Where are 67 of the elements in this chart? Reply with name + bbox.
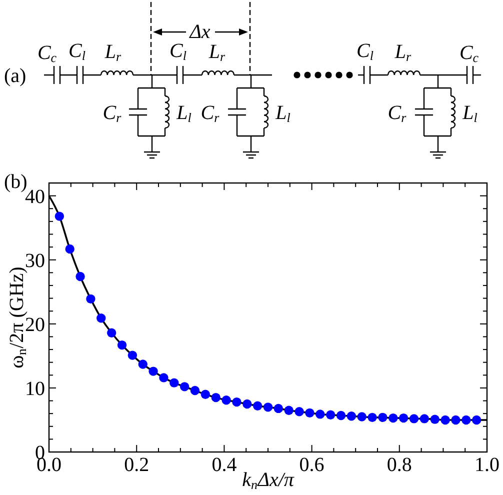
text: L$_{r}$ bbox=[394, 41, 412, 64]
point bbox=[148, 366, 158, 376]
text: L$_{l}$ bbox=[274, 102, 291, 125]
point bbox=[159, 373, 168, 382]
point bbox=[222, 396, 231, 405]
point bbox=[232, 397, 242, 407]
point bbox=[263, 402, 273, 412]
point bbox=[138, 360, 148, 369]
point bbox=[170, 378, 179, 388]
point bbox=[357, 412, 366, 422]
point bbox=[316, 410, 325, 419]
text: C$_{l}$ bbox=[170, 40, 187, 63]
point bbox=[117, 340, 127, 350]
x-tick-label: 0.2 bbox=[124, 454, 150, 476]
point bbox=[54, 212, 64, 221]
text: L$_{r}$ bbox=[208, 41, 226, 64]
point bbox=[420, 414, 430, 424]
text: C$_{l}$ bbox=[68, 40, 86, 63]
point bbox=[242, 399, 252, 409]
point bbox=[65, 244, 74, 254]
text: C$_{c}$ bbox=[459, 42, 479, 65]
text: (b) bbox=[4, 171, 28, 193]
point bbox=[451, 415, 460, 425]
point bbox=[430, 414, 440, 424]
x-tick-label: 1.0 bbox=[474, 454, 500, 476]
point bbox=[472, 415, 482, 425]
point bbox=[326, 410, 336, 420]
text: (a) bbox=[4, 65, 26, 87]
text: C$_{r}$ bbox=[388, 102, 408, 125]
text: L$_{l}$ bbox=[462, 102, 478, 125]
point bbox=[190, 386, 200, 396]
text: C$_{r}$ bbox=[200, 102, 220, 125]
y-tick-label: 30 bbox=[25, 250, 45, 272]
text: L$_{r}$ bbox=[104, 41, 122, 64]
point bbox=[76, 272, 85, 282]
point bbox=[211, 392, 220, 402]
point bbox=[200, 390, 210, 399]
point bbox=[86, 294, 96, 304]
point bbox=[398, 413, 408, 423]
x-tick-label: 0.8 bbox=[386, 454, 412, 476]
y-tick-label: 10 bbox=[25, 378, 45, 400]
point bbox=[462, 415, 471, 425]
point bbox=[378, 412, 388, 422]
point bbox=[346, 412, 356, 421]
point bbox=[336, 410, 346, 420]
text: C$_{l}$ bbox=[356, 40, 374, 63]
point bbox=[305, 408, 314, 418]
x-axis-title: k$_{n}$Δx/π bbox=[242, 469, 295, 492]
point bbox=[180, 382, 190, 392]
point bbox=[409, 414, 419, 424]
text: C$_{c}$ bbox=[37, 42, 57, 65]
point bbox=[284, 406, 294, 415]
point bbox=[388, 413, 398, 423]
text: C$_{r}$ bbox=[102, 102, 122, 125]
point bbox=[252, 401, 262, 410]
point bbox=[106, 328, 116, 338]
text: L$_{l}$ bbox=[176, 102, 192, 125]
x-tick-label: 0.6 bbox=[299, 454, 324, 476]
point bbox=[128, 350, 138, 360]
point bbox=[440, 415, 450, 425]
x-tick-label: 0.4 bbox=[212, 454, 237, 476]
y-tick-label: 40 bbox=[25, 186, 45, 208]
point bbox=[274, 404, 284, 414]
point bbox=[294, 407, 304, 416]
text: Δx bbox=[188, 21, 210, 43]
point bbox=[96, 314, 106, 323]
point bbox=[368, 412, 377, 422]
